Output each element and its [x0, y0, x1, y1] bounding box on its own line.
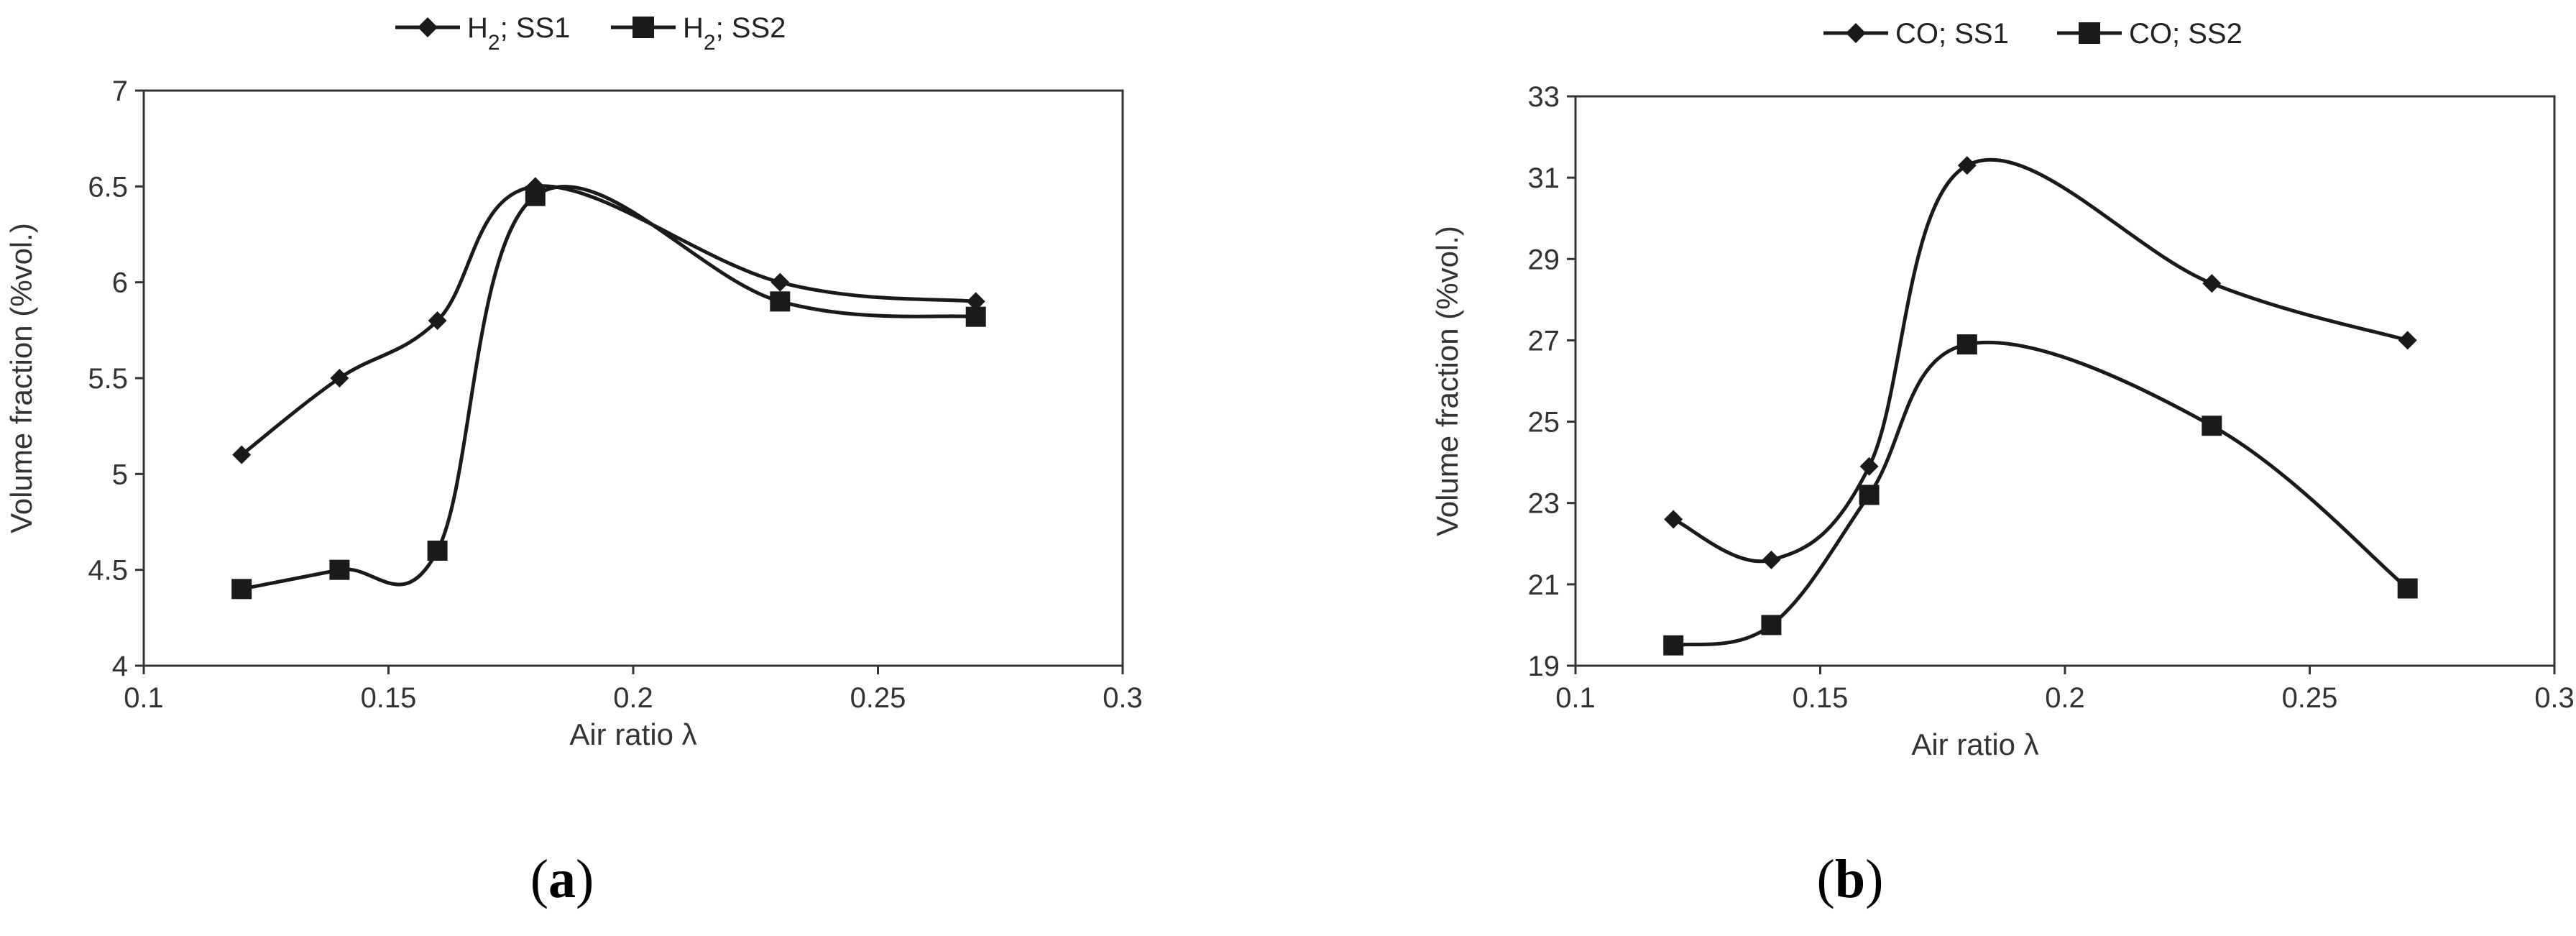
chart-a-legend-label-sub: 2 — [704, 31, 716, 55]
chart-b-y-tick-label: 27 — [1528, 325, 1560, 357]
chart-a-y-tick-label: 4 — [112, 651, 128, 682]
chart-b-x-tick-label: 0.25 — [2282, 682, 2338, 714]
chart-b-series-2-point — [1663, 635, 1684, 656]
chart-b-series-1-point — [1859, 456, 1879, 476]
panel-caption-a-letter: a — [548, 849, 576, 909]
chart-b-series-2-point — [2202, 416, 2222, 436]
chart-b-legend: CO; SS1 CO; SS2 — [1823, 18, 2242, 50]
panel-caption-a: (a) — [530, 849, 594, 909]
chart-b-y-tick-label: 29 — [1528, 244, 1560, 275]
panel-caption-b: (b) — [1816, 849, 1884, 909]
chart-a-x-tick-label: 0.3 — [1103, 682, 1143, 714]
chart-a-series-2 — [231, 185, 986, 600]
chart-a-series-1-point — [232, 445, 252, 464]
panel-caption-b-letter: b — [1834, 849, 1866, 909]
chart-a-legend-label-rest: ; SS1 — [500, 12, 571, 44]
chart-b-legend-label-main: CO; SS1 — [1895, 18, 2009, 50]
chart-a-y-tick-label: 7 — [112, 75, 128, 107]
chart-a-series-1-point — [330, 369, 349, 387]
chart-a-legend-marker-2 — [632, 17, 654, 38]
chart-a-x-tick-label: 0.15 — [361, 682, 417, 714]
chart-a-x-tick-label: 0.2 — [613, 682, 653, 714]
chart-b-series-2-point — [1859, 485, 1880, 505]
chart-b-x-tick-label: 0.3 — [2534, 682, 2575, 714]
chart-a-series-2-line — [241, 185, 976, 591]
chart-a-x-axis-title: Air ratio λ — [569, 717, 696, 751]
chart-a-y-tick-label: 6.5 — [88, 171, 128, 203]
chart-a-y-tick-label: 5.5 — [88, 363, 128, 395]
chart-a-y-tick-label: 4.5 — [88, 555, 128, 587]
chart-b-series-1-point — [1762, 550, 1781, 569]
chart-a-series-1-point — [428, 311, 447, 330]
chart-a-legend: H2; SS1 H2; SS2 — [395, 12, 786, 55]
chart-b-series-1 — [1664, 156, 2417, 569]
chart-a-y-tick-label: 6 — [112, 267, 128, 299]
chart-a-legend-marker-1 — [418, 17, 438, 37]
chart-a-y-tick-label: 5 — [112, 459, 128, 490]
chart-b-legend-marker-1 — [1846, 23, 1866, 43]
chart-a-legend-label-rest: ; SS2 — [716, 12, 786, 44]
chart-a-legend-label-main: H — [467, 12, 488, 44]
chart-b-series-1-point — [1664, 510, 1683, 529]
chart-a-series-2-point — [231, 579, 252, 600]
chart-b-legend-label-1: CO; SS1 — [1895, 18, 2009, 50]
chart-a-series-2-point — [770, 291, 791, 312]
chart-b-series-1-point — [2202, 274, 2222, 293]
chart-a-series-1 — [232, 177, 985, 464]
chart-a-series-2-point — [329, 559, 350, 580]
chart-a-series-2-point — [525, 185, 546, 206]
chart-a-series-2-point — [427, 541, 448, 561]
chart-a-svg: 0.1 0.15 0.2 0.25 0.3 4 4.5 5 5.5 6 6.5 7 Air ratio … — [4, 12, 1143, 751]
chart-panel-b: 0.1 0.15 0.2 0.25 0.3 19 21 23 25 27 29 31 33 Air rat… — [1288, 0, 2576, 936]
chart-b-y-axis-title: Volume fraction (%vol.) — [1430, 226, 1464, 536]
chart-b-svg: 0.1 0.15 0.2 0.25 0.3 19 21 23 25 27 29 31 33 Air rat… — [1430, 18, 2575, 761]
chart-a-series-1-point — [966, 292, 985, 311]
chart-a-legend-label-sub: 2 — [488, 31, 500, 55]
chart-a-y-axis-title: Volume fraction (%vol.) — [4, 223, 38, 533]
chart-a-legend-label-2: H2; SS2 — [683, 12, 786, 55]
chart-b-x-tick-label: 0.2 — [2045, 682, 2085, 714]
chart-panel-a: 0.1 0.15 0.2 0.25 0.3 4 4.5 5 5.5 6 6.5 7 Air ratio … — [4, 12, 1143, 909]
chart-b-series-2-point — [1761, 615, 1782, 636]
chart-b-y-tick-label: 31 — [1528, 162, 1560, 194]
chart-b-series-2-point — [2397, 578, 2418, 599]
chart-b-series-2-line — [1673, 340, 2409, 648]
chart-b-legend-marker-2 — [2079, 22, 2100, 44]
chart-a-series-1-line — [240, 184, 976, 456]
chart-b-series-1-point — [1957, 156, 1977, 175]
chart-a-legend-label-main: H — [683, 12, 704, 44]
chart-b-series-1-line — [1673, 158, 2409, 564]
chart-b-series-2-point — [1956, 334, 1977, 355]
chart-b-x-tick-label: 0.1 — [1555, 682, 1596, 714]
chart-b-y-tick-label: 19 — [1528, 651, 1560, 682]
chart-b-legend-label-main: CO; SS2 — [2129, 18, 2242, 50]
chart-a-x-tick-label: 0.25 — [850, 682, 906, 714]
chart-a-legend-label-1: H2; SS1 — [467, 12, 570, 55]
chart-b-y-tick-label: 21 — [1528, 569, 1560, 601]
chart-b-series-2 — [1663, 334, 2418, 656]
chart-b-x-axis-title: Air ratio λ — [1911, 728, 2038, 761]
chart-a-series-1-point — [770, 272, 790, 292]
chart-b-x-tick-label: 0.15 — [1793, 682, 1849, 714]
chart-b-series-1-point — [2398, 331, 2417, 350]
chart-b-y-tick-label: 33 — [1528, 81, 1560, 113]
chart-a-series-2-point — [965, 306, 986, 327]
chart-b-y-tick-label: 25 — [1528, 407, 1560, 439]
chart-b-legend-label-2: CO; SS2 — [2129, 18, 2242, 50]
chart-a-x-tick-label: 0.1 — [124, 682, 164, 714]
chart-b-y-tick-label: 23 — [1528, 488, 1560, 520]
